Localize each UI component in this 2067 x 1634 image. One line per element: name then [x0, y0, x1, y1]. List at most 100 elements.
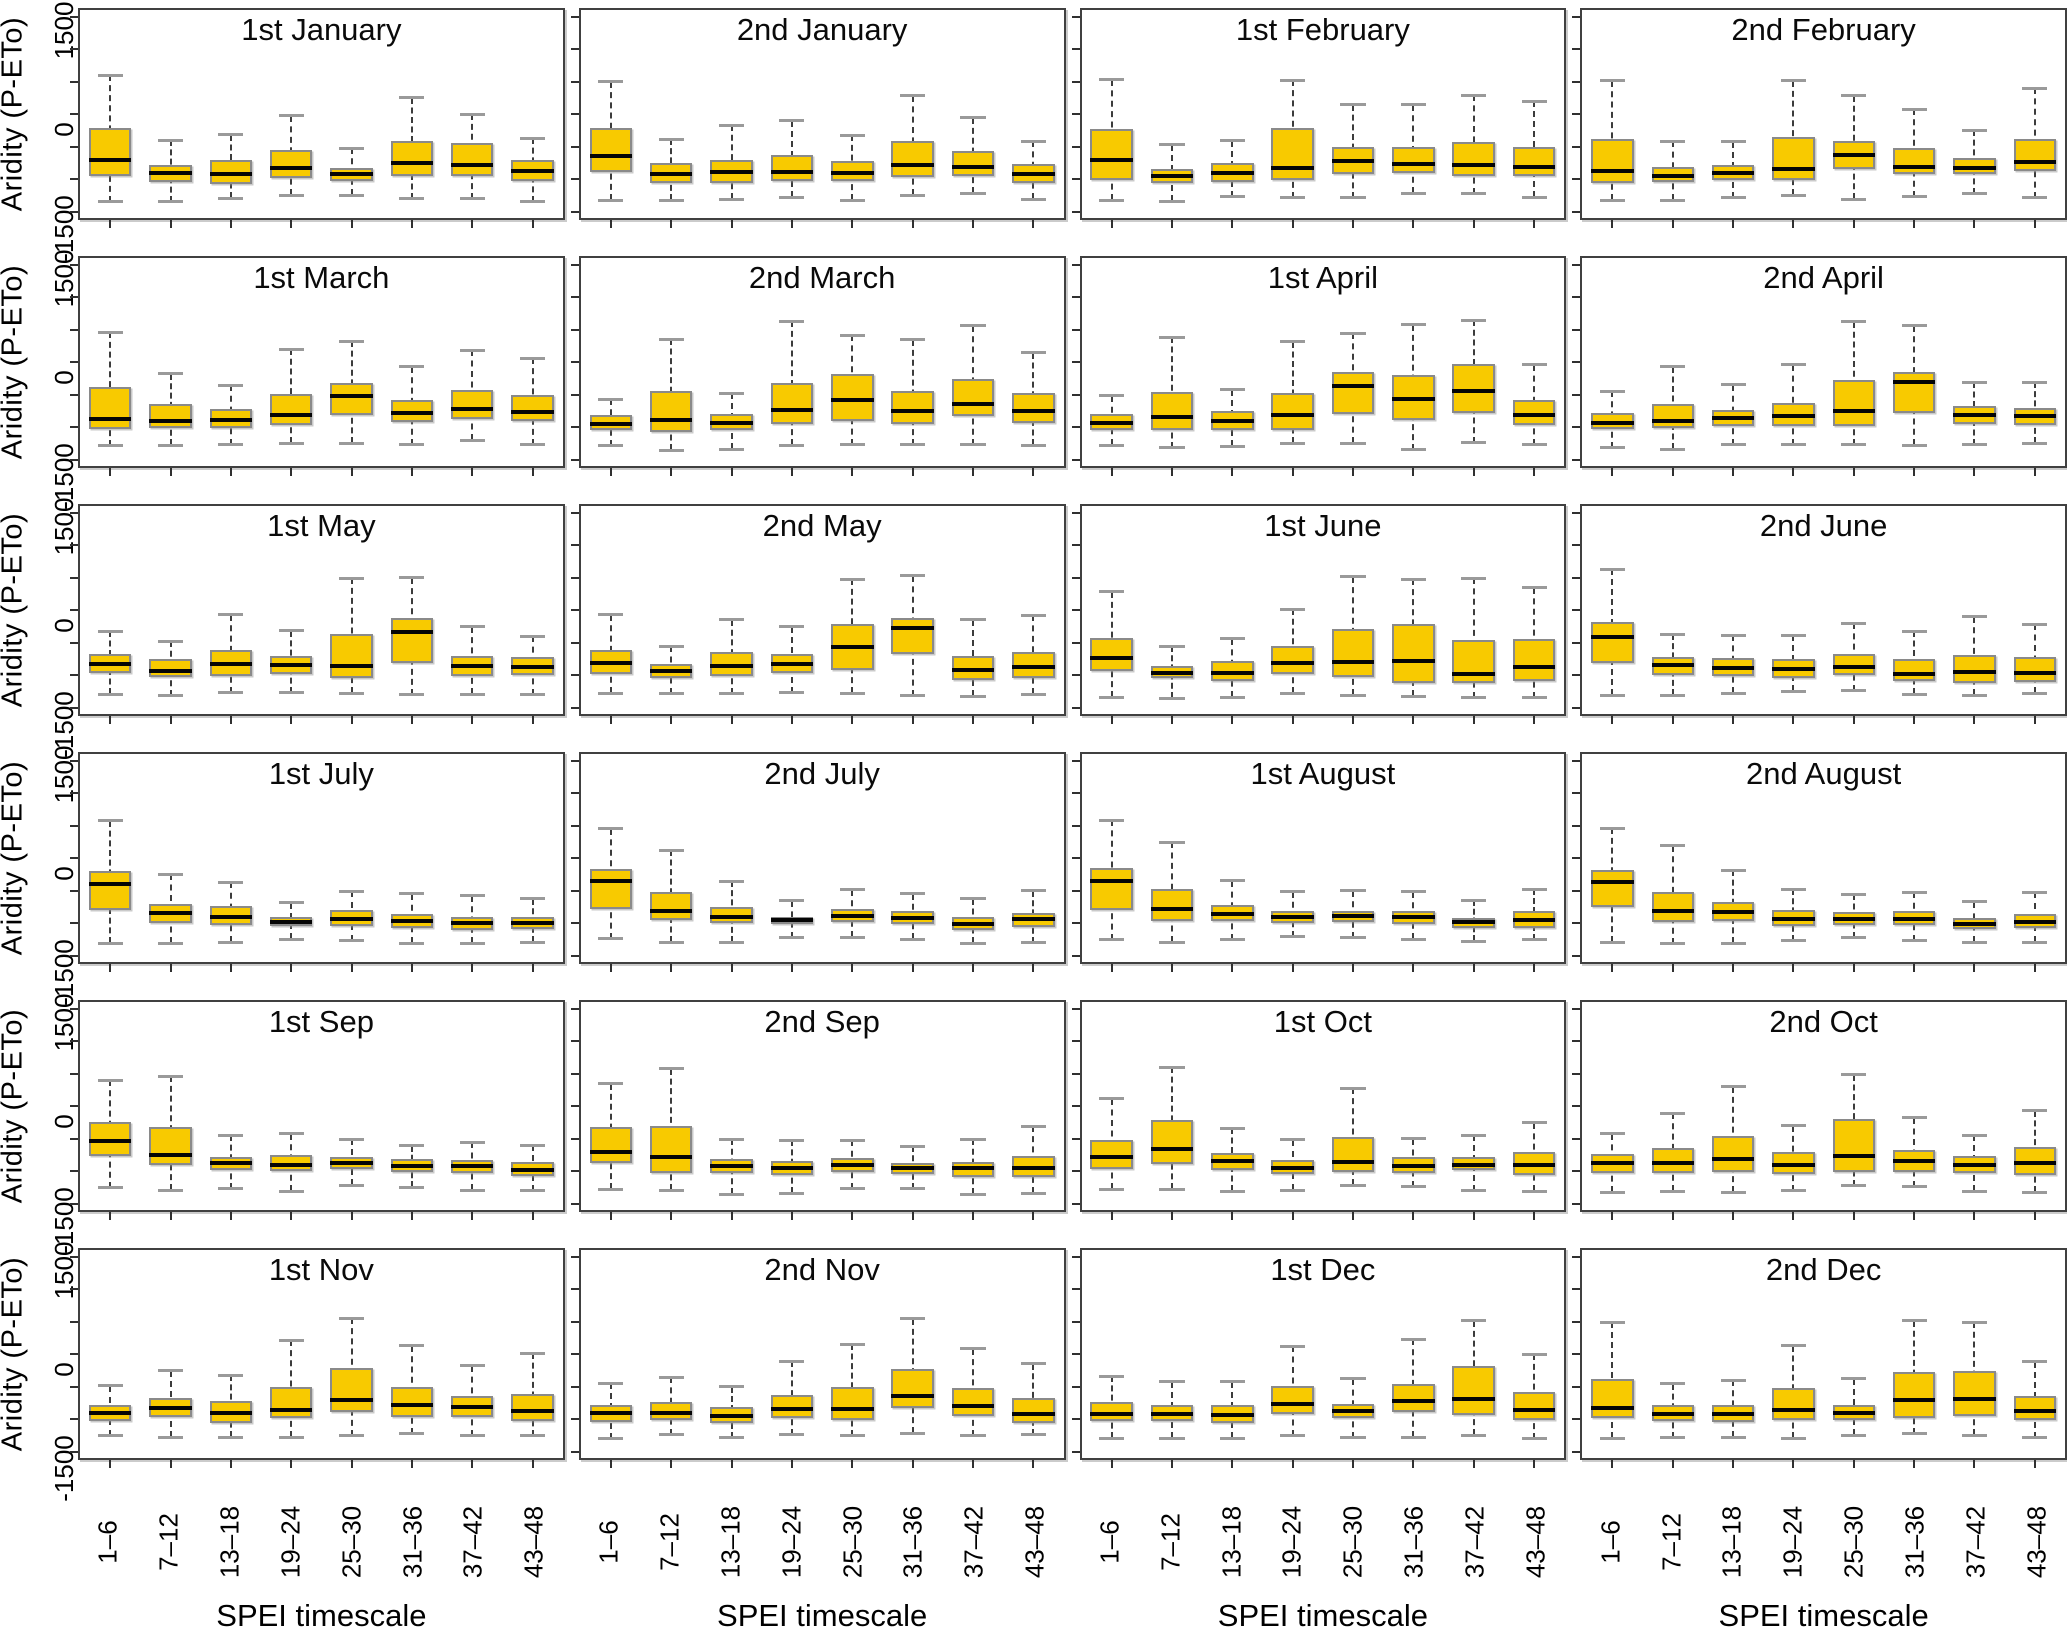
x-axis-tick [471, 716, 474, 724]
x-axis-tick [350, 220, 353, 228]
y-axis-tick [570, 393, 579, 396]
whisker-cap [900, 694, 926, 698]
median-line [1392, 1164, 1435, 1169]
y-axis-tick [570, 759, 579, 762]
whisker-cap [1099, 590, 1125, 594]
whisker-cap [459, 197, 485, 200]
x-axis-tick [851, 964, 854, 972]
y-axis-tick [570, 609, 579, 611]
whisker-cap [399, 443, 425, 447]
whisker-cap [97, 330, 123, 334]
whisker-cap [960, 1137, 986, 1141]
median-line [1591, 1405, 1634, 1410]
whisker-cap [1660, 942, 1686, 946]
whisker-cap [218, 880, 244, 884]
median-line [149, 419, 192, 424]
x-axis-tick [1611, 716, 1614, 724]
y-axis-tick-label-text: 0 [49, 122, 79, 137]
median-line [511, 169, 554, 174]
x-axis-tick [1231, 220, 1234, 228]
box [1452, 639, 1495, 684]
y-axis-tick [1071, 1353, 1080, 1355]
panel-title: 2nd April [1763, 260, 1884, 295]
y-axis-tick [1071, 759, 1080, 762]
panel-2nd-june: 2nd June [1572, 504, 2067, 724]
whisker-cap [1020, 139, 1046, 143]
whisker-cap [960, 1347, 986, 1351]
x-axis-tick [1291, 1460, 1294, 1468]
x-axis-tick [1533, 468, 1536, 476]
whisker-cap [520, 941, 546, 944]
y-axis-tick [570, 544, 579, 546]
y-axis-tick [70, 1202, 78, 1205]
y-axis-tick [70, 511, 78, 514]
box [1331, 628, 1375, 677]
y-axis-tick [1071, 1288, 1080, 1290]
whisker-cap [779, 119, 805, 122]
y-axis-title: Aridity (P-ETo) [0, 264, 29, 460]
x-axis-tick [2033, 220, 2036, 228]
y-axis-tick [1572, 328, 1581, 331]
x-axis-tick [1110, 1460, 1113, 1468]
whisker-cap [1400, 890, 1426, 894]
whisker-cap [900, 1317, 926, 1321]
median-line [511, 410, 554, 415]
x-axis-tick [609, 716, 612, 724]
whisker-cap [658, 941, 684, 944]
y-axis-tick [1572, 1040, 1581, 1042]
y-axis-tick [1071, 511, 1080, 514]
median-line [589, 1150, 633, 1155]
y-axis-tick [1071, 706, 1080, 709]
whisker-cap [598, 1381, 624, 1385]
x-axis-tick [1533, 964, 1536, 972]
whisker-cap [1280, 1344, 1306, 1348]
box [1591, 138, 1634, 183]
whisker-cap [1521, 1121, 1547, 1125]
whisker-cap [658, 198, 684, 202]
y-axis-tick [1071, 1450, 1080, 1453]
y-axis-tick [70, 792, 78, 794]
median-line [450, 1164, 494, 1169]
x-axis-labels-spacer [0, 1496, 64, 1592]
y-axis-tick [1071, 792, 1080, 794]
panel-1st-nov: 1st Nov [70, 1248, 565, 1468]
y-axis-tick [570, 426, 579, 428]
whisker-cap [1720, 1190, 1746, 1194]
box [650, 891, 693, 920]
y-axis-tick [1071, 48, 1080, 50]
whisker-cap [1720, 633, 1746, 637]
whisker-cap [900, 338, 926, 342]
y-axis-tick [1071, 1007, 1080, 1010]
box [269, 1386, 313, 1418]
y-axis-tick [1572, 145, 1581, 148]
whisker-cap [1400, 448, 1426, 452]
whisker-cap [658, 337, 684, 341]
x-axis-tick-label: 37–42 [457, 1505, 488, 1579]
x-axis-tick [290, 716, 293, 724]
box [1452, 1366, 1495, 1416]
x-axis-tick [851, 1460, 854, 1468]
whisker-cap [779, 1191, 805, 1195]
y-axis-tick-label-text: 1500 [49, 745, 79, 804]
chart-row: Aridity (P-ETo) 1500 0 -1500 1st January 2nd … [0, 1, 2067, 262]
x-axis-tick [971, 468, 974, 476]
x-axis-tick [169, 1212, 172, 1220]
whisker-cap [218, 1373, 244, 1377]
whisker-cap [1020, 1124, 1046, 1128]
box [1392, 1383, 1435, 1413]
x-axis-tick [971, 716, 974, 724]
whisker-cap [839, 133, 865, 137]
whisker-cap [779, 1138, 805, 1142]
whisker-cap [839, 443, 865, 447]
median-line [1892, 917, 1936, 922]
panel-title: 1st August [1250, 756, 1396, 791]
x-axis-tick [169, 1460, 172, 1468]
whisker-cap [1340, 331, 1366, 335]
whisker-cap [278, 629, 304, 633]
whisker-cap [1780, 633, 1806, 637]
whisker-cap [1521, 443, 1547, 447]
y-axis-tick [70, 1418, 78, 1420]
whisker-cap [1961, 1133, 1988, 1137]
whisker-line [1472, 578, 1475, 698]
whisker-cap [520, 1351, 546, 1355]
